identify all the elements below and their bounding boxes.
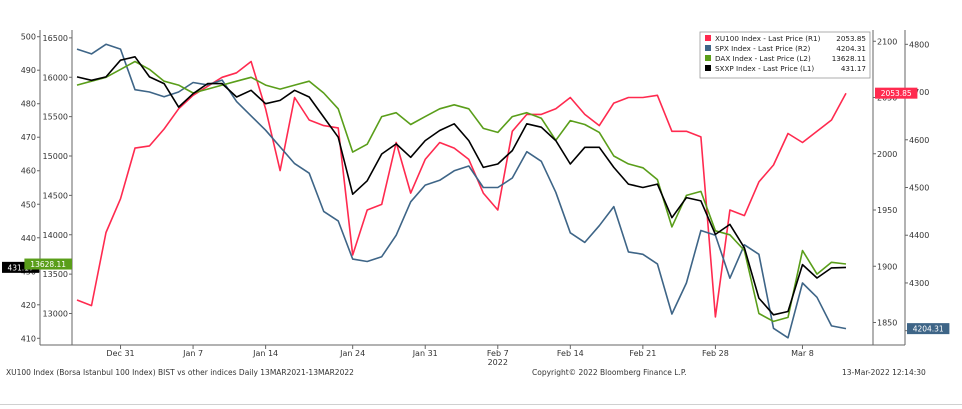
- axes-layer: 5004904804704604504404304204101650016000…: [21, 30, 929, 367]
- x-tick-label: Feb 7: [487, 349, 509, 358]
- legend-value: 431.17: [841, 64, 866, 73]
- footer-right: 13-Mar-2022 12:14:30: [842, 368, 926, 377]
- series-line-r1: [76, 60, 847, 318]
- x-tick-label: Jan 24: [339, 349, 365, 358]
- y-tick-label-l2: 15000: [43, 152, 68, 161]
- y-tick-label-l1: 450: [21, 200, 36, 209]
- y-tick-label-l1: 440: [21, 234, 36, 243]
- y-tick-label-r1: 1900: [877, 262, 897, 271]
- x-tick-label: Mar 8: [791, 349, 814, 358]
- legend-label: SPX Index - Last Price (R2): [715, 44, 811, 53]
- x-tick-label: Jan 31: [412, 349, 438, 358]
- legend-label: XU100 Index - Last Price (R1): [715, 34, 821, 43]
- value-tag-l2: 13628.11: [30, 260, 66, 269]
- series-line-r2: [76, 43, 847, 339]
- y-tick-label-l2: 16000: [43, 73, 68, 82]
- x-tick-label: Feb 28: [702, 349, 729, 358]
- y-tick-label-r2: 4500: [909, 184, 929, 193]
- value-tag-l1-bg: [2, 261, 40, 273]
- y-tick-label-r2: 4400: [909, 231, 929, 240]
- legend-swatch: [705, 55, 711, 61]
- y-tick-label-l1: 410: [21, 334, 36, 343]
- y-tick-label-l1: 490: [21, 66, 36, 75]
- value-tag-l1: 431.17: [7, 263, 33, 272]
- footer-center: Copyright© 2022 Bloomberg Finance L.P.: [532, 368, 687, 377]
- y-tick-label-r2: 4600: [909, 136, 929, 145]
- series-line-l2: [76, 60, 847, 323]
- y-tick-label-l2: 15500: [43, 113, 68, 122]
- y-tick-label-r1: 1950: [877, 206, 897, 215]
- x-tick-label: Jan 7: [182, 349, 203, 358]
- bottom-divider: [0, 404, 962, 405]
- y-tick-label-l2: 14000: [43, 231, 68, 240]
- legend-value: 13628.11: [832, 54, 866, 63]
- y-tick-label-l1: 460: [21, 167, 36, 176]
- value-tag-r2-bg: [907, 323, 950, 335]
- y-tick-label-l1: 470: [21, 133, 36, 142]
- y-tick-label-l2: 13000: [43, 310, 68, 319]
- y-tick-label-r1: 1850: [877, 319, 897, 328]
- x-tick-label: Feb 21: [629, 349, 656, 358]
- legend-value: 2053.85: [836, 34, 866, 43]
- y-tick-label-r2: 4700: [909, 88, 929, 97]
- legend-swatch: [705, 65, 711, 71]
- legend-swatch: [705, 35, 711, 41]
- legend-swatch: [705, 45, 711, 51]
- value-tag-r1: 2053.85: [881, 89, 912, 98]
- footer-left: XU100 Index (Borsa Istanbul 100 Index) B…: [6, 368, 354, 377]
- y-tick-label-l2: 16500: [43, 34, 68, 43]
- value-tag-r2: 4204.31: [913, 325, 944, 334]
- legend-label: DAX Index - Last Price (L2): [715, 54, 811, 63]
- y-tick-label-l1: 500: [21, 33, 36, 42]
- y-tick-label-l2: 14500: [43, 191, 68, 200]
- y-tick-label-r1: 2000: [877, 150, 897, 159]
- legend-label: SXXP Index - Last Price (L1): [715, 64, 814, 73]
- x-tick-label: Dec 31: [106, 349, 134, 358]
- x-year-label: 2022: [488, 358, 508, 367]
- y-tick-label-l1: 480: [21, 100, 36, 109]
- y-tick-label-l2: 13500: [43, 270, 68, 279]
- value-tag-l2-bg: [24, 258, 72, 270]
- legend-box: [699, 31, 871, 79]
- series-line-l1: [76, 55, 847, 316]
- y-tick-label-l1: 420: [21, 301, 36, 310]
- y-tick-label-r1: 2100: [877, 37, 897, 46]
- series-layer: [76, 43, 847, 339]
- x-tick-label: Feb 14: [557, 349, 584, 358]
- x-tick-label: Jan 14: [252, 349, 278, 358]
- legend: XU100 Index - Last Price (R1) 2053.85 SPX …: [699, 31, 871, 79]
- y-tick-label-r2: 4800: [909, 40, 929, 49]
- value-tag-r1-bg: [875, 87, 918, 99]
- y-tick-label-r2: 4300: [909, 279, 929, 288]
- legend-value: 4204.31: [836, 44, 866, 53]
